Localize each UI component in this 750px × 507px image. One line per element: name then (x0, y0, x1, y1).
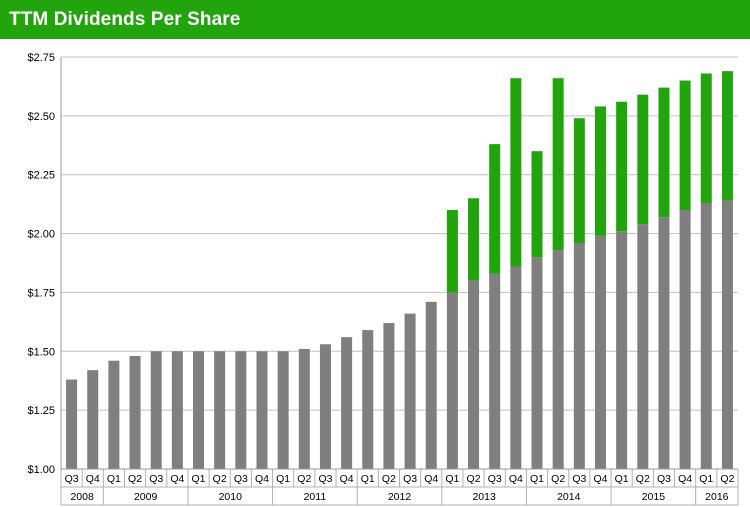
bar-special (679, 80, 691, 211)
bar-base (658, 217, 670, 469)
x-tick-label: Q1 (615, 473, 629, 485)
x-tick-label: Q1 (361, 473, 375, 485)
bar-base (171, 351, 183, 469)
x-tick-label: Q4 (255, 473, 269, 485)
bar-base (468, 280, 480, 469)
year-label: 2015 (642, 491, 666, 503)
bar-base (616, 231, 628, 469)
x-tick-label: Q4 (340, 473, 354, 485)
bar-base (510, 266, 522, 469)
year-label: 2010 (219, 491, 243, 503)
bar-base (362, 330, 374, 469)
x-tick-label: Q1 (445, 473, 459, 485)
x-tick-label: Q1 (192, 473, 206, 485)
bar-base (66, 379, 78, 469)
bar-base (298, 348, 310, 469)
x-tick-label: Q1 (530, 473, 544, 485)
x-tick-label: Q4 (424, 473, 438, 485)
x-tick-label: Q2 (382, 473, 396, 485)
bar-special (446, 210, 458, 293)
x-tick-label: Q1 (276, 473, 290, 485)
year-label: 2016 (705, 491, 729, 503)
x-tick-label: Q2 (720, 473, 734, 485)
bar-base (594, 235, 606, 469)
title-bar: TTM Dividends Per Share (0, 0, 750, 39)
bar-special (552, 78, 564, 251)
year-label: 2013 (472, 491, 496, 503)
x-tick-label: Q1 (699, 473, 713, 485)
bar-base (721, 200, 733, 469)
bar-base (383, 323, 395, 469)
bar-base (341, 337, 353, 469)
y-tick-label: $1.00 (27, 464, 55, 476)
bar-special (658, 87, 670, 218)
bar-base (489, 273, 501, 469)
year-label: 2009 (134, 491, 158, 503)
bar-base (700, 202, 712, 470)
y-tick-label: $2.75 (27, 52, 55, 64)
x-tick-label: Q4 (593, 473, 607, 485)
chart-title: TTM Dividends Per Share (9, 9, 241, 30)
bar-special (594, 106, 606, 236)
x-tick-label: Q3 (488, 473, 502, 485)
bar-base (425, 301, 437, 469)
bar-base (108, 360, 120, 469)
x-tick-label: Q2 (551, 473, 565, 485)
x-tick-label: Q3 (403, 473, 417, 485)
x-tick-label: Q4 (170, 473, 184, 485)
y-tick-label: $2.00 (27, 229, 55, 241)
bar-base (150, 351, 162, 469)
bar-base (319, 344, 331, 469)
x-tick-label: Q2 (467, 473, 481, 485)
bar-base (552, 250, 564, 469)
bar-special (510, 78, 522, 267)
x-tick-label: Q4 (86, 473, 100, 485)
bar-special (468, 198, 480, 281)
bar-special (721, 71, 733, 201)
x-tick-label: Q4 (678, 473, 692, 485)
year-label: 2008 (70, 491, 94, 503)
bar-special (637, 94, 649, 225)
bar-special (489, 144, 501, 274)
y-tick-label: $2.25 (27, 170, 55, 182)
bar-base (214, 351, 226, 469)
bar-base (193, 351, 205, 469)
bar-base (679, 210, 691, 469)
bar-base (256, 351, 268, 469)
year-label: 2012 (388, 491, 412, 503)
y-tick-label: $1.25 (27, 405, 55, 417)
y-tick-label: $1.75 (27, 287, 55, 299)
y-tick-label: $2.50 (27, 111, 55, 123)
bar-base (87, 370, 99, 469)
bar-base (235, 351, 247, 469)
x-tick-label: Q2 (636, 473, 650, 485)
x-tick-label: Q3 (65, 473, 79, 485)
x-tick-label: Q2 (297, 473, 311, 485)
x-tick-label: Q3 (149, 473, 163, 485)
bar-base (129, 355, 141, 469)
bar-base (573, 242, 585, 469)
x-tick-label: Q4 (509, 473, 523, 485)
x-tick-label: Q1 (107, 473, 121, 485)
bar-base (404, 313, 416, 469)
year-label: 2011 (304, 491, 327, 503)
x-tick-label: Q3 (234, 473, 248, 485)
x-tick-label: Q3 (657, 473, 671, 485)
bar-special (616, 101, 628, 232)
bar-base (637, 224, 649, 469)
bar-base (531, 257, 543, 469)
bar-special (573, 118, 585, 243)
bar-base (277, 351, 289, 469)
bar-special (531, 151, 543, 258)
bar-special (700, 73, 712, 203)
x-tick-label: Q2 (213, 473, 227, 485)
y-tick-label: $1.50 (27, 346, 55, 358)
x-tick-label: Q3 (572, 473, 586, 485)
x-tick-label: Q2 (128, 473, 142, 485)
bar-base (446, 292, 458, 469)
year-label: 2014 (557, 491, 581, 503)
x-tick-label: Q3 (318, 473, 332, 485)
